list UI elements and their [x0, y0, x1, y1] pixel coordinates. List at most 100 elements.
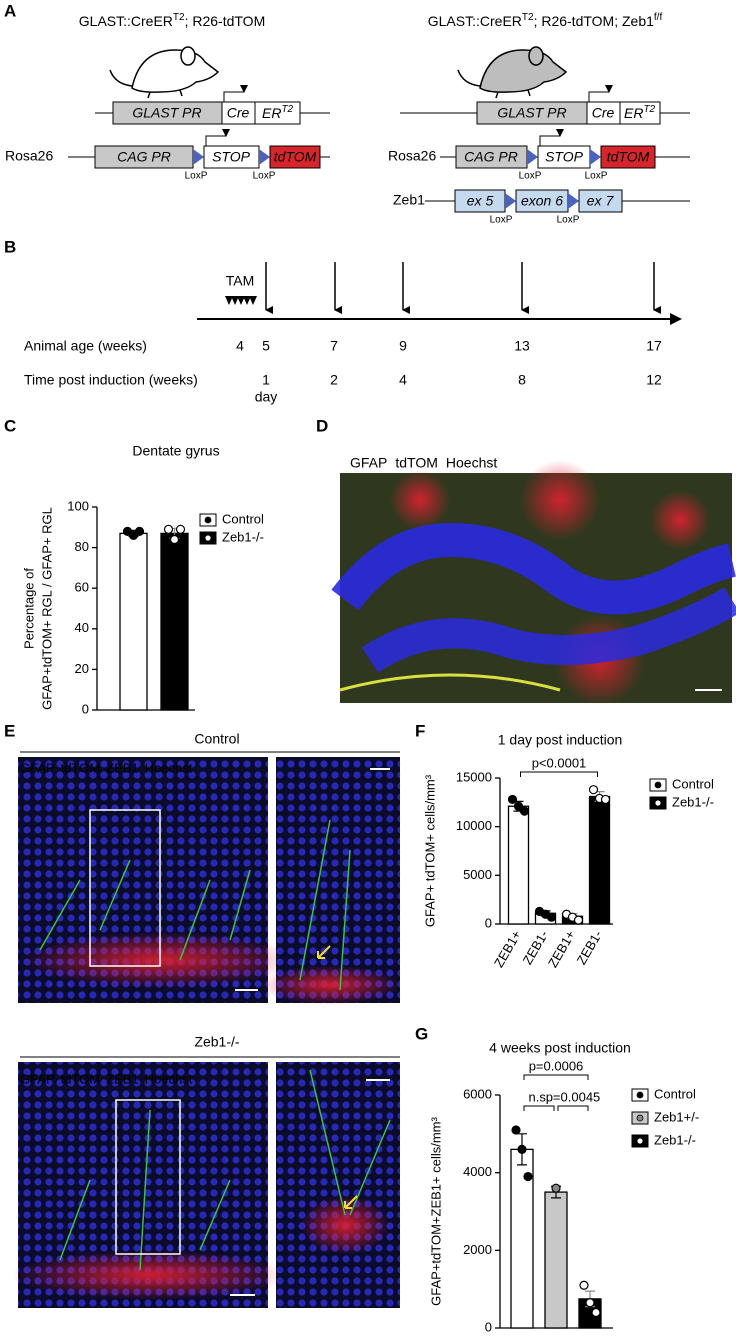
age-value: 9: [399, 338, 407, 354]
promoter-arrow: [539, 129, 564, 146]
gene-label-sup: T2: [281, 104, 293, 115]
data-point: [573, 915, 584, 925]
channel-label: GFAP: [350, 455, 387, 471]
gene-box: [254, 101, 301, 125]
exon-box: [578, 189, 623, 213]
y-tick-label: 15000: [456, 769, 492, 784]
legend-dot: [636, 1114, 644, 1122]
title-part: GLAST::CreER: [428, 13, 522, 29]
promoter-arrow: [205, 129, 230, 146]
significance-bracket: [520, 771, 598, 777]
panel-letter: B: [4, 237, 16, 256]
panel-letter: A: [4, 1, 16, 20]
y-tick-label: 6000: [463, 1086, 492, 1101]
promoter-arrow: [223, 85, 248, 102]
mouse: [457, 46, 568, 99]
data-point: [511, 1125, 521, 1135]
panel-b: TAM Animal age (weeks) Time post inducti…: [24, 262, 682, 405]
y-tick-label: 80: [75, 539, 89, 554]
data-point: [517, 1144, 527, 1154]
panel-a-right: GLAST::CreERT2; R26-tdTOM; Zeb1f/f GLAST…: [388, 12, 690, 226]
timeline-head: [670, 313, 682, 325]
y-tick-label: 40: [75, 620, 89, 635]
channel-label: GFAP: [20, 760, 55, 775]
arrow: [344, 1195, 358, 1209]
x-tick-label: ZEB1+: [545, 928, 578, 970]
gene-label-part: ER: [262, 105, 281, 121]
loxp-site: [568, 193, 579, 209]
data-point: [513, 801, 524, 811]
loxp-label: LoxP: [253, 171, 276, 182]
y-tick-label: 60: [75, 580, 89, 595]
age-value: 4: [236, 338, 244, 354]
age-value: 5: [262, 338, 270, 354]
micrograph-layer: [331, 522, 736, 615]
legend-label: Control: [654, 1086, 696, 1101]
exon-label: ex 5: [467, 193, 494, 209]
channel-label: tdTOM: [395, 455, 438, 471]
legend-dot: [654, 781, 662, 789]
bar: [544, 1191, 568, 1329]
legend-label: Control: [222, 511, 264, 526]
timepoint-arrows: [265, 262, 661, 314]
channel-label: tdTOM: [61, 1071, 101, 1086]
data-point: [585, 1298, 595, 1308]
gene-box: [600, 145, 656, 169]
locus-label: Rosa26: [5, 148, 53, 164]
loxp-label: LoxP: [519, 171, 542, 182]
data-point: [507, 794, 518, 805]
data-point: [591, 1307, 601, 1318]
row-label: Animal age (weeks): [24, 338, 147, 354]
gene-label: GLAST PR: [497, 105, 566, 121]
gene-label: tdTOM: [274, 149, 317, 165]
y-axis-label: GFAP+tdTOM+ RGL / GFAP+ RGL: [39, 507, 54, 710]
gene-label: Cre: [592, 105, 615, 121]
micrograph-layer: [299, 819, 351, 991]
age-value: 7: [330, 338, 338, 354]
significance-label: p=0.0045: [546, 1089, 601, 1104]
gene-label: Cre: [227, 105, 250, 121]
significance-label: p=0.0006: [529, 1058, 584, 1073]
channel-label: GFAP: [20, 1071, 55, 1086]
loxp-label: LoxP: [585, 171, 608, 182]
chart-title: 1 day post induction: [498, 732, 623, 748]
locus-label: Rosa26: [388, 148, 436, 164]
age-value: 13: [514, 338, 530, 354]
loxp-site: [505, 193, 516, 209]
panel-letters: A B C D E F G: [4, 1, 428, 1043]
title-sup: T2: [522, 12, 534, 23]
micrograph-layer: [650, 490, 710, 550]
significance-bracket: [557, 1105, 589, 1111]
x-tick-label: ZEB1+: [491, 928, 524, 970]
data-point: [551, 1183, 561, 1193]
legend-label: Control: [672, 776, 714, 791]
micrograph-layer: [300, 1195, 390, 1255]
loxp-site: [259, 149, 270, 165]
significance-label: p<0.0001: [532, 755, 587, 770]
y-tick-label: 2000: [463, 1242, 492, 1257]
gene-label: STOP: [545, 149, 584, 165]
micrograph-layer: [309, 1069, 391, 1216]
panel-letter: E: [4, 721, 15, 740]
data-point: [519, 806, 530, 816]
inset-box: [89, 809, 161, 967]
age-value: 17: [646, 338, 662, 354]
y-tick-label: 0: [485, 1319, 492, 1334]
channel-label: ZEB1: [106, 760, 139, 775]
loxp-label: LoxP: [185, 171, 208, 182]
channel-label: Hoechst: [446, 455, 497, 471]
legend-label: Zeb1-/-: [654, 1132, 696, 1147]
x-tick-label: ZEB1-: [574, 928, 605, 967]
legend-dot: [204, 534, 212, 542]
y-tick-label: 10000: [456, 818, 492, 833]
panel-letter: D: [316, 416, 328, 435]
loxp-label: LoxP: [557, 215, 580, 226]
legend-label: Zeb1-/-: [222, 529, 264, 544]
panel-d: [331, 460, 736, 705]
channel-label: Hoechst: [145, 760, 193, 775]
title-sup: T2: [173, 12, 185, 23]
gene-label: GLAST PR: [132, 105, 201, 121]
loxp-site: [193, 149, 204, 165]
gene-label: CAG PR: [117, 149, 171, 165]
title-part: ; R26-tdTOM: [185, 13, 266, 29]
